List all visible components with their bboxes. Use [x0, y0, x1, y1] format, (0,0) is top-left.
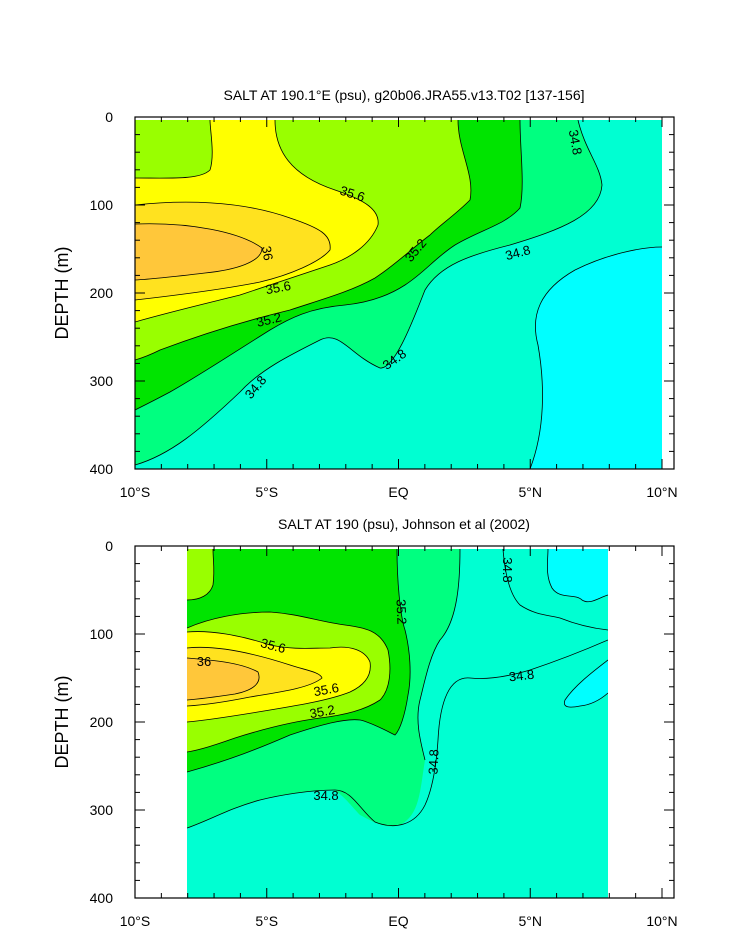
y-tick-label: 0: [105, 538, 113, 554]
y-tick-label: 300: [90, 802, 114, 818]
contour-line: [135, 120, 472, 361]
panel-1-title: SALT AT 190.1°E (psu), g20b06.JRA55.v13.…: [223, 87, 584, 103]
contour-label: 35.2: [255, 309, 283, 330]
panel-2-contour-labels: 35.6 36 35.6 35.2 35.2 34.8 34.8 34.8 34…: [197, 557, 535, 803]
contour-line: [135, 120, 379, 323]
y-tick-label: 300: [90, 373, 114, 389]
contour-line: [135, 120, 213, 179]
contour-line: [187, 549, 411, 773]
panel-1: 35.6 36 35.6 35.2 35.2 34.8 34.8 34.8 34…: [52, 87, 678, 500]
y-tick-label: 0: [105, 109, 113, 125]
y-tick-label: 400: [90, 461, 114, 477]
panel-2-title: SALT AT 190 (psu), Johnson et al (2002): [278, 516, 530, 532]
fill-34.8-minus: [547, 549, 608, 602]
x-tick-label: 10°N: [646, 913, 677, 929]
contour-line: [187, 549, 215, 601]
fill-34.8-minus: [564, 660, 608, 708]
panel-1-ticks: 10°S 5°S EQ 5°N 10°N 0 100 200 300 400: [90, 109, 678, 500]
contour-line: [187, 646, 323, 707]
contour-line: [529, 246, 662, 469]
contour-line: [502, 549, 608, 631]
y-tick-label: 100: [90, 626, 114, 642]
contour-label: 34.8: [426, 749, 442, 775]
contour-line: [135, 120, 523, 411]
panel-2-ticks: 10°S 5°S EQ 5°N 10°N 0 100 200 300 400: [90, 538, 678, 929]
contour-label: 36: [259, 245, 276, 262]
contour-line: [135, 201, 331, 301]
contour-line: [187, 657, 260, 701]
contour-label: 34.8: [566, 128, 585, 156]
x-tick-label: EQ: [388, 484, 408, 500]
contour-line: [417, 549, 461, 761]
contour-line: [135, 223, 263, 281]
x-tick-label: 5°N: [519, 913, 543, 929]
panel-2-ylabel: DEPTH (m): [52, 676, 72, 769]
contour-label: 35.6: [264, 278, 292, 297]
x-tick-label: EQ: [388, 913, 408, 929]
y-tick-label: 400: [90, 890, 114, 906]
contour-label: 35.2: [394, 599, 410, 625]
x-tick-label: 10°S: [120, 484, 151, 500]
contour-label: 35.6: [338, 183, 367, 205]
contour-line: [135, 120, 603, 466]
y-tick-label: 100: [90, 197, 114, 213]
x-tick-label: 5°S: [255, 484, 278, 500]
fill-36-plus: [187, 658, 260, 700]
panel-2: 35.6 36 35.6 35.2 35.2 34.8 34.8 34.8 34…: [52, 516, 678, 929]
contour-label: 34.8: [504, 242, 532, 263]
y-tick-label: 200: [90, 285, 114, 301]
contour-label: 34.8: [500, 557, 515, 582]
x-tick-label: 10°S: [120, 913, 151, 929]
contour-label: 36: [197, 654, 211, 669]
contour-line: [187, 631, 371, 723]
panel-1-ylabel: DEPTH (m): [52, 247, 72, 340]
contour-label: 35.2: [308, 702, 336, 721]
contour-label: 35.6: [312, 680, 340, 699]
x-tick-label: 10°N: [646, 484, 677, 500]
contour-label: 34.8: [313, 788, 338, 803]
panel-2-fills: [187, 549, 608, 898]
contour-line: [546, 549, 608, 603]
fill-35.4-35.6: [187, 549, 214, 600]
contour-line: [563, 659, 608, 708]
fill-36-plus: [135, 223, 262, 280]
contour-line: [187, 611, 391, 753]
contour-label: 34.8: [508, 667, 535, 685]
panel-1-fills: [135, 120, 662, 469]
contour-label: 35.6: [259, 635, 287, 656]
x-tick-label: 5°S: [255, 913, 278, 929]
y-tick-label: 200: [90, 714, 114, 730]
x-tick-label: 5°N: [519, 484, 543, 500]
contour-line: [187, 639, 608, 829]
